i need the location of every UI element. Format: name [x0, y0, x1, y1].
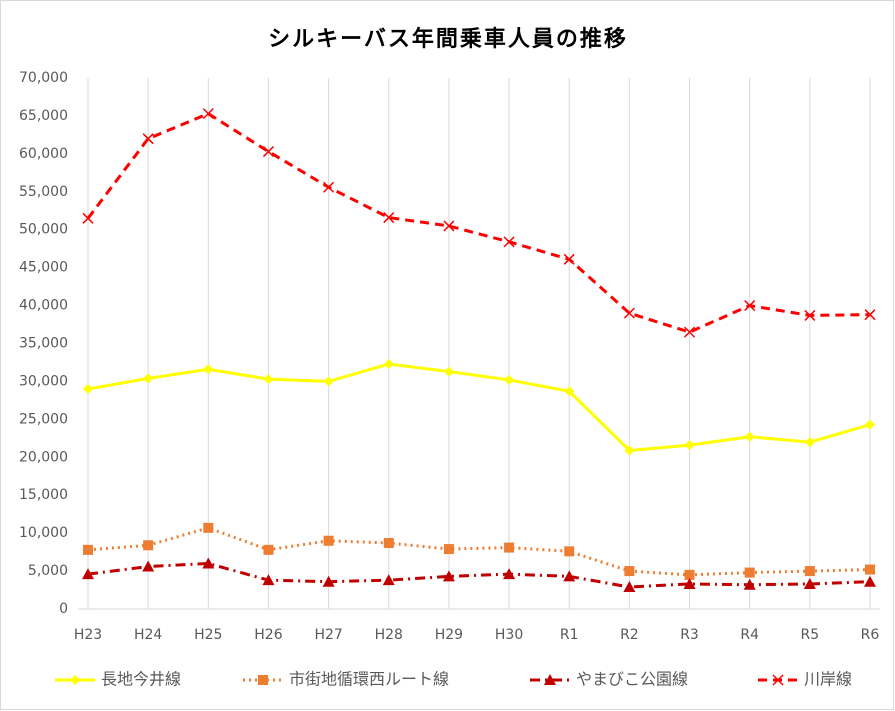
marker — [684, 440, 695, 451]
x-tick-label: R1 — [560, 627, 579, 643]
marker — [503, 236, 515, 248]
marker — [83, 384, 93, 395]
marker — [864, 575, 876, 587]
marker — [504, 374, 515, 385]
marker — [623, 307, 635, 319]
marker — [262, 574, 275, 586]
legend-label: 市街地循環西ルート線 — [289, 670, 449, 689]
y-tick-label: 60,000 — [19, 146, 68, 162]
marker — [143, 373, 154, 384]
x-tick-label: R2 — [620, 627, 639, 643]
x-tick-label: R3 — [680, 627, 699, 643]
marker — [804, 309, 816, 321]
y-tick-label: 0 — [59, 601, 68, 617]
y-tick-label: 30,000 — [19, 373, 68, 389]
x-tick-label: R5 — [801, 627, 820, 643]
series-line — [87, 526, 871, 577]
x-tick-label: H26 — [254, 627, 282, 643]
marker — [143, 540, 154, 551]
marker — [383, 538, 394, 549]
marker — [82, 212, 94, 224]
marker — [142, 133, 154, 145]
marker — [443, 366, 454, 377]
x-tick-label: R4 — [740, 627, 759, 643]
x-tick-label: H28 — [375, 627, 403, 643]
marker — [258, 675, 268, 685]
y-tick-label: 65,000 — [19, 108, 68, 124]
marker — [262, 146, 274, 158]
x-tick-label: H27 — [314, 627, 342, 643]
marker — [70, 675, 80, 685]
marker — [623, 581, 636, 593]
marker — [624, 566, 635, 577]
x-tick-label: H29 — [435, 627, 463, 643]
marker — [382, 574, 395, 586]
marker — [743, 578, 756, 590]
marker — [683, 577, 696, 589]
marker — [865, 564, 875, 575]
marker — [443, 544, 454, 555]
marker — [442, 570, 455, 582]
marker — [503, 568, 516, 580]
marker — [684, 326, 696, 338]
x-tick-label: H25 — [194, 627, 222, 643]
marker — [323, 376, 334, 387]
marker — [864, 309, 876, 321]
marker — [804, 437, 815, 448]
marker — [563, 253, 575, 265]
marker — [803, 577, 816, 589]
y-tick-label: 50,000 — [19, 222, 68, 238]
series-line — [86, 111, 871, 334]
marker — [804, 566, 815, 577]
marker — [323, 535, 334, 546]
marker — [443, 220, 455, 232]
y-tick-label: 35,000 — [19, 336, 68, 352]
marker — [564, 386, 575, 397]
marker — [684, 569, 695, 580]
marker — [202, 557, 215, 569]
marker — [865, 419, 875, 430]
marker — [563, 570, 576, 582]
y-tick-label: 10,000 — [19, 525, 68, 541]
y-tick-label: 20,000 — [19, 449, 68, 465]
y-tick-label: 45,000 — [19, 260, 68, 276]
x-tick-label: R6 — [861, 627, 880, 643]
y-tick-label: 25,000 — [19, 411, 68, 427]
chart-title: シルキーバス年間乗車人員の推移 — [268, 26, 628, 52]
x-tick-label: H23 — [74, 627, 102, 643]
marker — [744, 567, 755, 578]
marker — [744, 300, 756, 312]
series-line — [87, 362, 871, 453]
marker — [322, 575, 335, 587]
marker — [383, 358, 394, 369]
marker — [82, 568, 94, 580]
marker — [323, 181, 335, 193]
marker — [263, 374, 274, 385]
marker — [544, 674, 556, 685]
marker — [142, 560, 155, 572]
y-tick-label: 15,000 — [19, 487, 68, 503]
marker — [564, 546, 575, 557]
legend-label: 長地今井線 — [101, 670, 181, 689]
y-tick-label: 55,000 — [19, 184, 68, 200]
marker — [203, 522, 214, 533]
legend-label: やまびこ公園線 — [576, 670, 688, 689]
marker — [202, 108, 214, 120]
legend-label: 川岸線 — [804, 670, 852, 689]
y-tick-label: 40,000 — [19, 298, 68, 314]
x-tick-label: H30 — [495, 627, 523, 643]
marker — [83, 544, 93, 555]
marker — [383, 212, 395, 224]
marker — [263, 544, 274, 555]
x-tick-label: H24 — [134, 627, 162, 643]
marker — [772, 674, 784, 686]
marker — [624, 445, 635, 456]
marker — [203, 364, 214, 375]
y-tick-label: 5,000 — [28, 563, 68, 579]
marker — [744, 431, 755, 442]
y-tick-label: 70,000 — [19, 70, 68, 86]
marker — [504, 542, 515, 553]
